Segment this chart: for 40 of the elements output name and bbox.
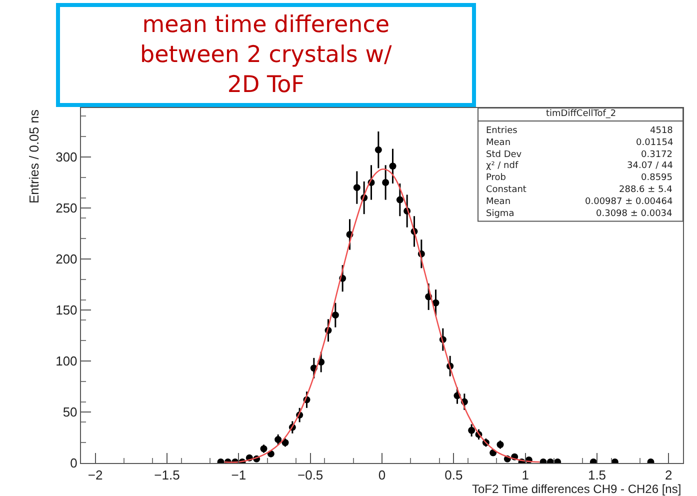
x-tick-label: −1: [231, 468, 246, 483]
point: [396, 196, 404, 204]
x-tick-label: 1: [522, 468, 529, 483]
annotation: timDiffCellTof_2: [546, 109, 616, 119]
x-tick-label: −1.5: [154, 468, 180, 483]
x-tick-label: 0.5: [444, 468, 463, 483]
text: Prob 0.8595: [486, 173, 672, 183]
point: [332, 312, 339, 319]
point: [274, 436, 282, 444]
text: Entries 4518: [486, 126, 673, 136]
y-tick-label: 300: [56, 150, 78, 165]
text: Mean 0.00987 ± 0.00464: [486, 197, 673, 207]
point: [468, 426, 476, 434]
y-tick-label: 100: [56, 354, 78, 369]
text: Std Dev 0.3172: [486, 150, 672, 160]
x-axis-title: ToF2 Time differences CH9 - CH26 [ns]: [472, 482, 682, 496]
y-tick-label: 200: [56, 252, 78, 267]
chart-title: mean time difference between 2 crystals w/ 2D ToF: [140, 12, 392, 98]
y-tick-label: 250: [56, 200, 78, 216]
point: [260, 445, 268, 452]
y-axis-title: Entries / 0.05 ns: [26, 109, 42, 204]
y-tick-label: 0: [70, 456, 78, 471]
point: [389, 162, 396, 170]
x-tick-label: −0.5: [297, 468, 324, 483]
text: χ² / ndf 34.07 / 44: [486, 161, 673, 171]
point: [432, 299, 440, 306]
x-tick-label: 1.5: [588, 468, 606, 483]
point: [374, 146, 382, 154]
point: [353, 184, 360, 192]
y-tick-label: 150: [56, 302, 78, 318]
point: [382, 178, 390, 186]
text: Sigma 0.3098 ± 0.0034: [486, 209, 672, 219]
text: Mean 0.01154: [486, 138, 674, 148]
y-tick-label: 50: [62, 404, 78, 420]
point: [282, 439, 289, 446]
x-tick-label: 0: [378, 468, 386, 483]
x-tick-label: 2: [665, 468, 672, 483]
text: Constant 288.6 ± 5.4: [486, 185, 672, 195]
point: [496, 441, 504, 448]
x-tick-label: −2: [88, 468, 103, 483]
